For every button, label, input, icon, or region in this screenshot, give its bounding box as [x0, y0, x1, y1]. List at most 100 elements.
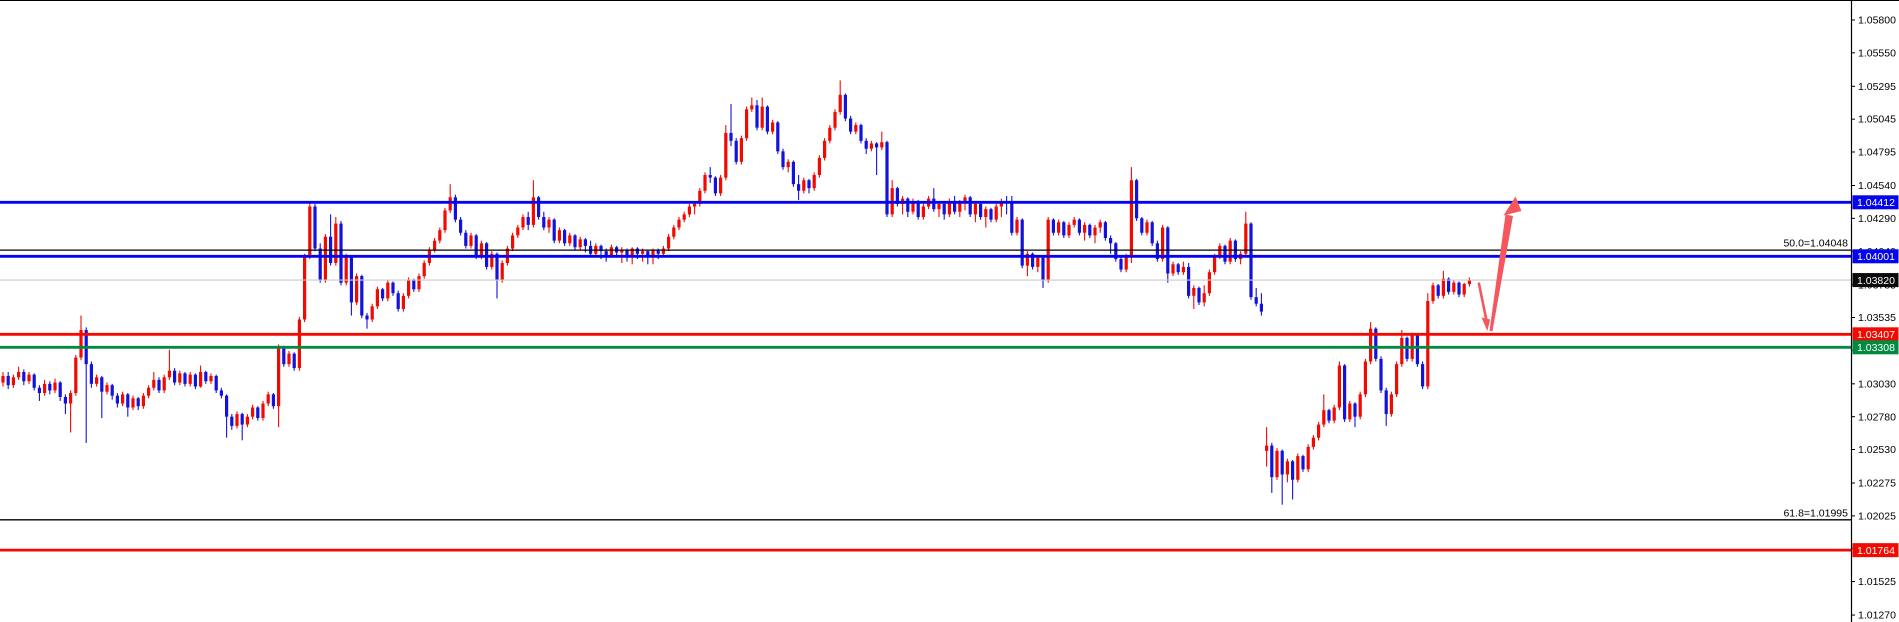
candle-body-down	[1436, 285, 1440, 296]
candle-body-up	[1171, 264, 1175, 274]
trend-arrow-segment[interactable]	[1503, 196, 1522, 216]
candle-body-down	[776, 122, 780, 152]
candle-body-down	[219, 390, 223, 396]
candle-body-down	[979, 203, 983, 218]
candle-body-down	[1223, 245, 1227, 262]
candle-body-up	[1452, 282, 1456, 292]
candle-body-up	[823, 140, 827, 158]
candle-body-down	[646, 251, 650, 257]
candle-body-down	[183, 373, 187, 384]
axis-tick-label: 1.04540	[1858, 180, 1896, 192]
candle-body-up	[1161, 227, 1165, 260]
candle-body-up	[287, 353, 291, 365]
candle-body-down	[1187, 266, 1191, 296]
candle-body-down	[136, 398, 140, 407]
candle-body-up	[651, 249, 655, 257]
candle-body-down	[173, 370, 177, 383]
candle-body-up	[162, 377, 166, 391]
candle-body-up	[869, 143, 873, 149]
candle-body-up	[1363, 361, 1367, 395]
candle-body-down	[292, 353, 296, 369]
price-badge-label: 1.04001	[1857, 251, 1895, 263]
price-badge-label: 1.03820	[1857, 275, 1895, 287]
candle-body-down	[1353, 403, 1357, 417]
candle-body-up	[1207, 272, 1211, 294]
candle-body-up	[667, 236, 671, 249]
candle-body-up	[308, 206, 312, 257]
candle-body-down	[256, 407, 260, 418]
candle-body-up	[786, 161, 790, 168]
candle-body-up	[1192, 287, 1196, 296]
trend-arrow[interactable]	[1477, 196, 1522, 332]
price-axis[interactable]: 1.05800 1.05550 1.05295 1.05045 1.04795 1.045…	[1850, 0, 1899, 622]
candle-body-up	[147, 387, 151, 396]
candle-body-down	[583, 239, 587, 246]
candle-body-down	[339, 223, 343, 283]
candle-body-up	[1337, 365, 1341, 408]
candle-body-up	[677, 219, 681, 228]
candle-body-down	[807, 180, 811, 189]
candle-body-down	[22, 372, 26, 382]
candle-body-up	[422, 262, 426, 277]
candle-body-down	[1379, 358, 1383, 391]
price-badge-label: 1.01764	[1857, 545, 1895, 557]
candle-body-down	[1197, 287, 1201, 303]
candle-body-up	[802, 180, 806, 191]
candle-body-down	[396, 293, 400, 309]
candle-body-down	[542, 217, 546, 228]
candle-body-up	[1441, 278, 1445, 296]
candle-body-down	[1088, 224, 1092, 236]
candle-body-up	[812, 174, 816, 189]
trend-arrow-segment[interactable]	[1489, 214, 1514, 332]
trend-arrow-segment[interactable]	[1477, 282, 1488, 320]
candle-body-up	[235, 414, 239, 426]
candle-body-up	[547, 219, 551, 228]
candle-body-up	[1202, 293, 1206, 303]
candle-body-up	[141, 395, 145, 407]
candle-body-up	[438, 230, 442, 241]
candle-body-down	[391, 282, 395, 294]
candle-body-down	[573, 235, 577, 248]
candle-body-down	[781, 151, 785, 168]
candle-body-up	[854, 125, 858, 132]
candle-body-up	[167, 370, 171, 378]
candles-layer[interactable]	[1, 80, 1471, 505]
candle-body-up	[490, 253, 494, 267]
candle-body-up	[1057, 222, 1061, 233]
candle-body-down	[864, 140, 868, 149]
candle-body-down	[859, 125, 863, 141]
candle-body-up	[609, 247, 613, 256]
candle-body-up	[1311, 437, 1315, 447]
candle-body-down	[895, 188, 899, 204]
candle-body-up	[1228, 240, 1232, 262]
candle-body-up	[745, 109, 749, 139]
candle-body-up	[1181, 266, 1185, 273]
axis-tick-label: 1.05550	[1858, 47, 1896, 59]
candle-body-down	[797, 184, 801, 191]
candle-body-down	[656, 249, 660, 254]
candle-body-down	[1020, 219, 1024, 266]
candle-body-up	[937, 203, 941, 210]
candle-body-down	[713, 177, 717, 194]
fib-level-label: 50.0=1.04048	[1783, 238, 1848, 250]
candle-body-up	[500, 262, 504, 281]
axis-tick-label: 1.04795	[1858, 147, 1896, 159]
trend-arrow-segment[interactable]	[1481, 317, 1491, 332]
candle-body-down	[1155, 243, 1159, 260]
candle-body-down	[1457, 282, 1461, 295]
candle-body-up	[828, 127, 832, 141]
axis-tick-label: 1.05045	[1858, 114, 1896, 126]
candle-body-down	[1010, 202, 1014, 233]
candle-body-down	[1051, 219, 1055, 233]
levels-layer[interactable]: 50.0=1.04048 61.8=1.01995	[0, 200, 1851, 552]
candle-body-up	[344, 256, 348, 283]
candle-body-up	[1, 375, 5, 383]
candle-body-up	[261, 403, 265, 418]
candle-body-down	[1421, 364, 1425, 387]
candle-body-up	[984, 209, 988, 218]
candle-body-down	[1062, 222, 1066, 236]
candle-body-up	[297, 319, 301, 369]
candle-body-up	[199, 372, 203, 387]
candle-body-up	[1093, 227, 1097, 236]
